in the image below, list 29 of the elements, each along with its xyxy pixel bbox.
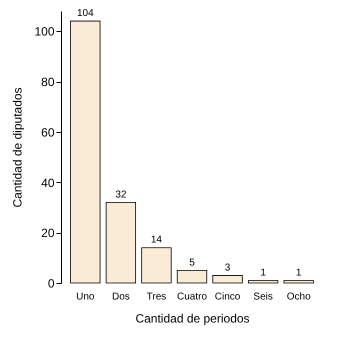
- y-tick-label: 60: [41, 125, 55, 140]
- bar: [248, 280, 278, 284]
- data-label: 32: [115, 189, 127, 200]
- x-tick-label: Cuatro: [176, 292, 208, 302]
- x-tick-label: Seis: [253, 292, 273, 302]
- bar: [176, 270, 208, 284]
- y-tick-label: 20: [41, 226, 55, 240]
- x-tick-label: Ocho: [286, 292, 312, 302]
- x-tick-label: Dos: [112, 292, 130, 302]
- x-tick-label: Uno: [76, 292, 95, 302]
- data-label: 104: [76, 8, 94, 20]
- y-axis-title: Cantidad de diputados: [10, 87, 24, 208]
- data-label: 14: [150, 234, 162, 246]
- bar: [212, 275, 243, 284]
- y-tick-label: 100: [34, 24, 55, 39]
- bar: [141, 247, 172, 284]
- bar: [284, 280, 314, 284]
- x-tick-label: Cinco: [214, 292, 241, 302]
- bar: [70, 20, 100, 284]
- data-label: 5: [189, 257, 196, 268]
- x-axis-title: Cantidad de periodos: [135, 312, 250, 326]
- data-label: 1: [296, 267, 302, 278]
- y-tick-label: 80: [41, 75, 55, 90]
- x-tick-label: Tres: [146, 292, 166, 302]
- y-tick-label: 40: [41, 176, 55, 190]
- bar: [106, 202, 136, 284]
- data-label: 1: [260, 267, 266, 278]
- y-tick-label: 0: [48, 276, 55, 290]
- data-label: 3: [224, 262, 231, 274]
